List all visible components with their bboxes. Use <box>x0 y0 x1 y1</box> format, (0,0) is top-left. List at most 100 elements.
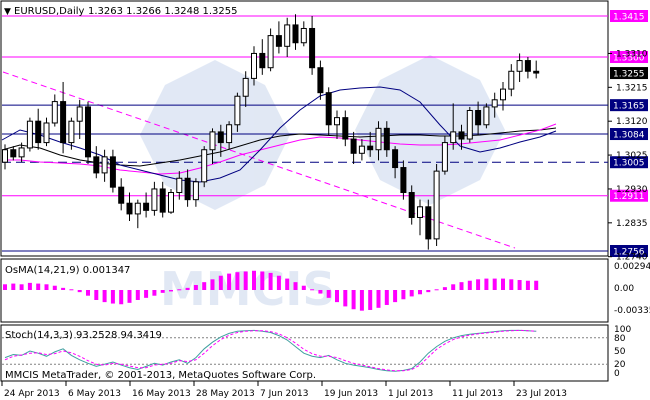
candle[interactable] <box>267 28 274 72</box>
price-level-label: 1.3165 <box>610 99 648 112</box>
candle-body <box>60 101 67 144</box>
candle[interactable] <box>441 135 448 175</box>
candle-body <box>292 24 299 44</box>
candle[interactable] <box>508 64 515 97</box>
candle[interactable] <box>275 21 282 54</box>
candle[interactable] <box>350 131 357 164</box>
candle[interactable] <box>383 121 390 157</box>
candle[interactable] <box>533 60 540 79</box>
candle-body <box>483 106 490 126</box>
osma-bar <box>384 290 389 305</box>
price-level-box <box>610 99 648 112</box>
candle[interactable] <box>43 117 50 147</box>
candle-body <box>466 109 473 140</box>
candle-body <box>309 27 316 69</box>
candle[interactable] <box>458 124 465 150</box>
candle[interactable] <box>466 106 473 143</box>
candle[interactable] <box>500 81 506 111</box>
candle[interactable] <box>408 185 415 225</box>
candle[interactable] <box>51 94 58 127</box>
candle[interactable] <box>85 101 91 164</box>
candle[interactable] <box>317 60 324 100</box>
main-pane[interactable] <box>0 0 609 257</box>
candle[interactable] <box>342 110 349 147</box>
candle[interactable] <box>483 103 490 129</box>
candle[interactable] <box>10 146 17 161</box>
candle[interactable] <box>101 149 108 182</box>
candle[interactable] <box>143 192 150 218</box>
osma-bar <box>152 290 157 296</box>
candle[interactable] <box>242 71 249 107</box>
osma-bar <box>160 290 165 293</box>
candle[interactable] <box>192 178 199 207</box>
candle[interactable] <box>292 14 299 50</box>
candle[interactable] <box>159 181 166 218</box>
candle[interactable] <box>251 46 257 86</box>
candle-body <box>475 109 482 126</box>
osma-axis-label: 0.00 <box>614 284 634 294</box>
price-level-text: 1.2911 <box>613 192 645 202</box>
osma-bar <box>268 272 273 290</box>
candle[interactable] <box>2 144 8 170</box>
candle[interactable] <box>35 108 42 150</box>
osma-bar <box>252 270 256 290</box>
candle-body <box>151 188 158 211</box>
candle[interactable] <box>259 39 266 75</box>
candle[interactable] <box>18 142 25 163</box>
candle[interactable] <box>392 146 399 179</box>
candle[interactable] <box>134 199 141 229</box>
candle[interactable] <box>217 124 224 157</box>
candle[interactable] <box>524 57 531 79</box>
osma-bar <box>86 290 90 296</box>
candle[interactable] <box>209 128 216 164</box>
candle[interactable] <box>450 103 457 150</box>
osma-bar <box>119 290 124 305</box>
osma-bar <box>326 290 331 298</box>
candle[interactable] <box>516 53 523 82</box>
candle-body <box>134 202 141 215</box>
candle-body <box>458 131 465 140</box>
osma-bar <box>3 284 7 290</box>
candle[interactable] <box>26 117 33 152</box>
candle-body <box>2 149 8 163</box>
candle-body <box>300 27 307 44</box>
candle[interactable] <box>400 160 407 200</box>
candle[interactable] <box>68 117 75 150</box>
candle[interactable] <box>168 188 174 214</box>
candle[interactable] <box>325 87 332 136</box>
candle[interactable] <box>300 21 307 47</box>
candle[interactable] <box>417 199 423 236</box>
candle[interactable] <box>234 92 241 132</box>
osma-bar <box>426 290 431 293</box>
candle[interactable] <box>176 171 183 200</box>
osma-bar <box>276 275 281 290</box>
candle[interactable] <box>93 146 100 179</box>
candle[interactable] <box>109 149 116 193</box>
candle[interactable] <box>201 146 208 188</box>
candle[interactable] <box>126 192 133 222</box>
osma-pane[interactable] <box>0 258 609 323</box>
candle[interactable] <box>433 163 440 247</box>
candle[interactable] <box>76 99 83 140</box>
candle[interactable] <box>334 110 340 140</box>
symbol-arrow-icon[interactable]: ▼ <box>4 7 11 17</box>
candle[interactable] <box>184 169 191 207</box>
ohlc-readout: 1.3263 1.3266 1.3248 1.3255 <box>88 6 238 17</box>
candle[interactable] <box>367 131 374 157</box>
candle[interactable] <box>284 17 291 58</box>
osma-bar <box>434 289 439 291</box>
stoch-main-line <box>4 329 537 372</box>
candle[interactable] <box>375 121 382 161</box>
candle[interactable] <box>491 92 498 118</box>
candle[interactable] <box>118 178 125 211</box>
candle[interactable] <box>309 16 316 75</box>
candle[interactable] <box>475 101 482 136</box>
candle[interactable] <box>425 199 432 250</box>
candle[interactable] <box>60 81 67 154</box>
candle[interactable] <box>151 181 158 216</box>
candle[interactable] <box>358 139 365 161</box>
candle-body <box>425 206 432 240</box>
candle[interactable] <box>226 121 233 150</box>
candle-body <box>184 177 191 201</box>
